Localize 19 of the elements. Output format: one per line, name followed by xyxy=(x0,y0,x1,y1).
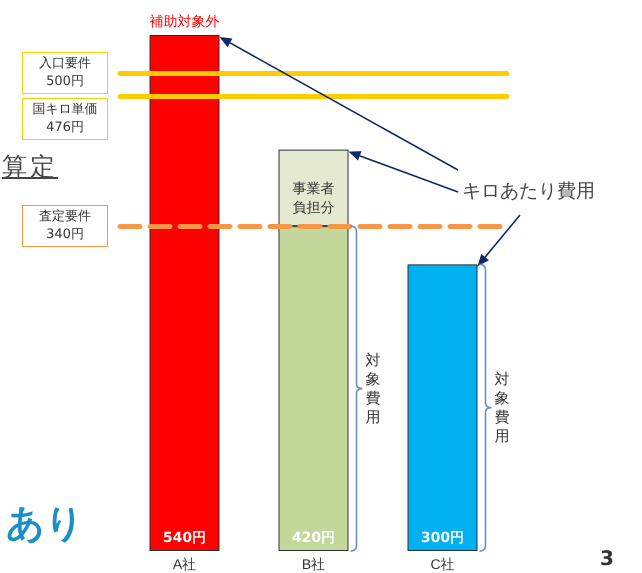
ref-line-label: 入口要件 500円 xyxy=(22,52,108,94)
bar xyxy=(150,35,220,551)
ref-line-label: 国キロ単価 476円 xyxy=(22,98,108,140)
text: 算定 xyxy=(2,151,58,183)
x-tick-label: A社 xyxy=(172,556,196,572)
x-tick-label: C社 xyxy=(430,556,455,572)
bar xyxy=(408,264,478,551)
annotation: 補助対象外 xyxy=(150,13,220,31)
series-label: 事業者負担分 xyxy=(292,181,334,216)
text: 3 xyxy=(600,546,614,570)
x-tick-label: B社 xyxy=(302,556,326,572)
annotation: 対象費用 xyxy=(494,370,510,446)
text: あり xyxy=(6,500,84,547)
data-label: 540円 xyxy=(162,530,206,546)
ref-line-label: 査定要件 340円 xyxy=(22,205,108,248)
data-label: 300円 xyxy=(420,530,464,546)
annotation: 対象費用 xyxy=(366,350,382,427)
total-label: 420円 xyxy=(292,530,336,546)
annotation: キロあたり費用 xyxy=(462,179,595,204)
